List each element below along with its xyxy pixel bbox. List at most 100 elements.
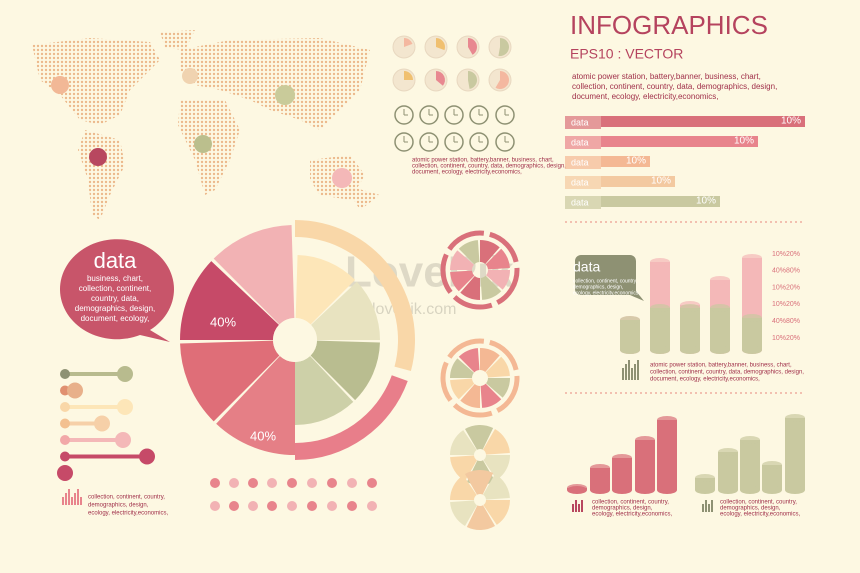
- donut-right: [295, 255, 356, 325]
- cylinder-label: 40%80%: [772, 268, 800, 275]
- slider-knob: [67, 382, 83, 399]
- left-caption-line: demographics, design,: [88, 503, 149, 509]
- mid-donut-slice: [486, 270, 510, 290]
- green-caption-line: collection, continent, country,: [720, 500, 797, 506]
- icon: [367, 478, 377, 488]
- mini-bar: [708, 504, 710, 512]
- mid-donut-slice: [450, 500, 477, 526]
- ribbon-bar: [601, 136, 758, 147]
- ribbon-label: data: [571, 137, 589, 147]
- donut-hole: [273, 318, 317, 362]
- bubble-line: country, data,: [91, 294, 139, 303]
- slider-knob: [60, 402, 70, 412]
- cylinder-cap: [650, 258, 670, 266]
- small-bubble-line: demographics, design,: [573, 284, 623, 290]
- cylinder-fill-cap: [650, 304, 670, 312]
- green-cylinder: [740, 440, 760, 490]
- icon: [327, 478, 337, 488]
- mid-donut-slice: [465, 470, 494, 495]
- red-cylinder-base: [567, 486, 587, 494]
- icon: [248, 501, 258, 511]
- ribbon-bar: [601, 116, 805, 127]
- mid-donut-slice: [483, 455, 510, 480]
- donut-right: [310, 340, 380, 401]
- pie-label: 40%: [250, 428, 276, 443]
- mini-bar: [62, 497, 64, 505]
- mid-donut-slice: [450, 270, 475, 292]
- mini-pie-slice: [404, 71, 413, 80]
- red-cylinder: [657, 420, 677, 490]
- description-line: collection, continent, country, data, de…: [572, 82, 777, 91]
- red-cylinder-base: [612, 486, 632, 494]
- red-caption-line: ecology, electricity,economics,: [592, 512, 672, 518]
- red-caption-line: demographics, design,: [592, 506, 653, 512]
- donut-left: [180, 340, 280, 422]
- cylinder-fill-base: [742, 346, 762, 354]
- small-bubble: [575, 255, 644, 301]
- icon: [327, 501, 337, 511]
- green-cylinder: [785, 418, 805, 490]
- green-cylinder-cap: [762, 461, 782, 469]
- mini-bar: [631, 368, 633, 380]
- cylinder-fill: [650, 308, 670, 350]
- bubble-line: demographics, design,: [75, 304, 156, 313]
- ribbon-value: 10%: [626, 156, 646, 167]
- cylinder-label: 10%20%: [772, 251, 800, 258]
- green-cylinder-base: [695, 486, 715, 494]
- bubble-title: data: [94, 248, 138, 273]
- donut-right: [295, 356, 354, 425]
- ribbon-value: 10%: [696, 196, 716, 207]
- mid-donut-slice: [486, 378, 510, 398]
- bubble-line: collection, continent,: [79, 284, 152, 293]
- icon: [267, 478, 277, 488]
- mid-donut-slice: [450, 378, 475, 400]
- ribbon-tab: [565, 156, 601, 169]
- green-cylinder-base: [762, 486, 782, 494]
- mid-donut-slice: [480, 383, 502, 408]
- green-cylinder-base: [740, 486, 760, 494]
- slider-knob: [60, 451, 70, 462]
- cylinder-fill-base: [710, 346, 730, 354]
- cylinder-fill-cap: [710, 304, 730, 312]
- mid-donut-slice: [466, 505, 495, 530]
- world-map: [32, 30, 380, 220]
- slider-knob: [60, 418, 70, 429]
- mini-bar: [65, 493, 67, 505]
- mid-donut-slice: [458, 348, 480, 373]
- bubble: [59, 239, 174, 342]
- ribbon-label: data: [571, 197, 589, 207]
- red-cylinder: [590, 468, 610, 490]
- mini-bar: [74, 493, 76, 505]
- slider-knob: [139, 448, 155, 465]
- slider-knob: [57, 465, 73, 481]
- mini-bar: [581, 500, 583, 512]
- clock-caption-line: document, ecology, electricity,economics…: [412, 170, 522, 176]
- red-cylinder: [612, 458, 632, 490]
- mini-bar: [711, 500, 713, 512]
- red-cylinder-cap: [590, 464, 610, 472]
- cylinder-cap: [742, 254, 762, 262]
- slider-knob: [94, 415, 110, 432]
- cylinder-fill: [742, 318, 762, 350]
- icon: [248, 478, 258, 488]
- mid-donut-slice: [485, 356, 510, 378]
- cylinder-label: 10%20%: [772, 335, 800, 342]
- cylinder-fill-base: [620, 346, 640, 354]
- small-bubble-title: data: [573, 259, 600, 275]
- pie-label: 40%: [210, 314, 236, 329]
- red-cylinder-cap: [657, 416, 677, 424]
- green-cylinder-base: [718, 486, 738, 494]
- mid-donut-slice: [450, 250, 474, 270]
- cylinder-label: 10%20%: [772, 301, 800, 308]
- mini-bar: [634, 364, 636, 380]
- mini-bar: [575, 500, 577, 512]
- mini-bar: [68, 489, 70, 505]
- cylinder-caption-line: atomic power station, battery,banner, bu…: [650, 363, 792, 369]
- green-cylinder-base: [785, 486, 805, 494]
- mid-donut-ring: [440, 230, 520, 310]
- cylinder-fill-base: [680, 346, 700, 354]
- donut-left: [213, 225, 295, 325]
- mini-bar: [622, 368, 624, 380]
- mid-donut-slice: [450, 475, 477, 500]
- slider-knob: [60, 435, 70, 445]
